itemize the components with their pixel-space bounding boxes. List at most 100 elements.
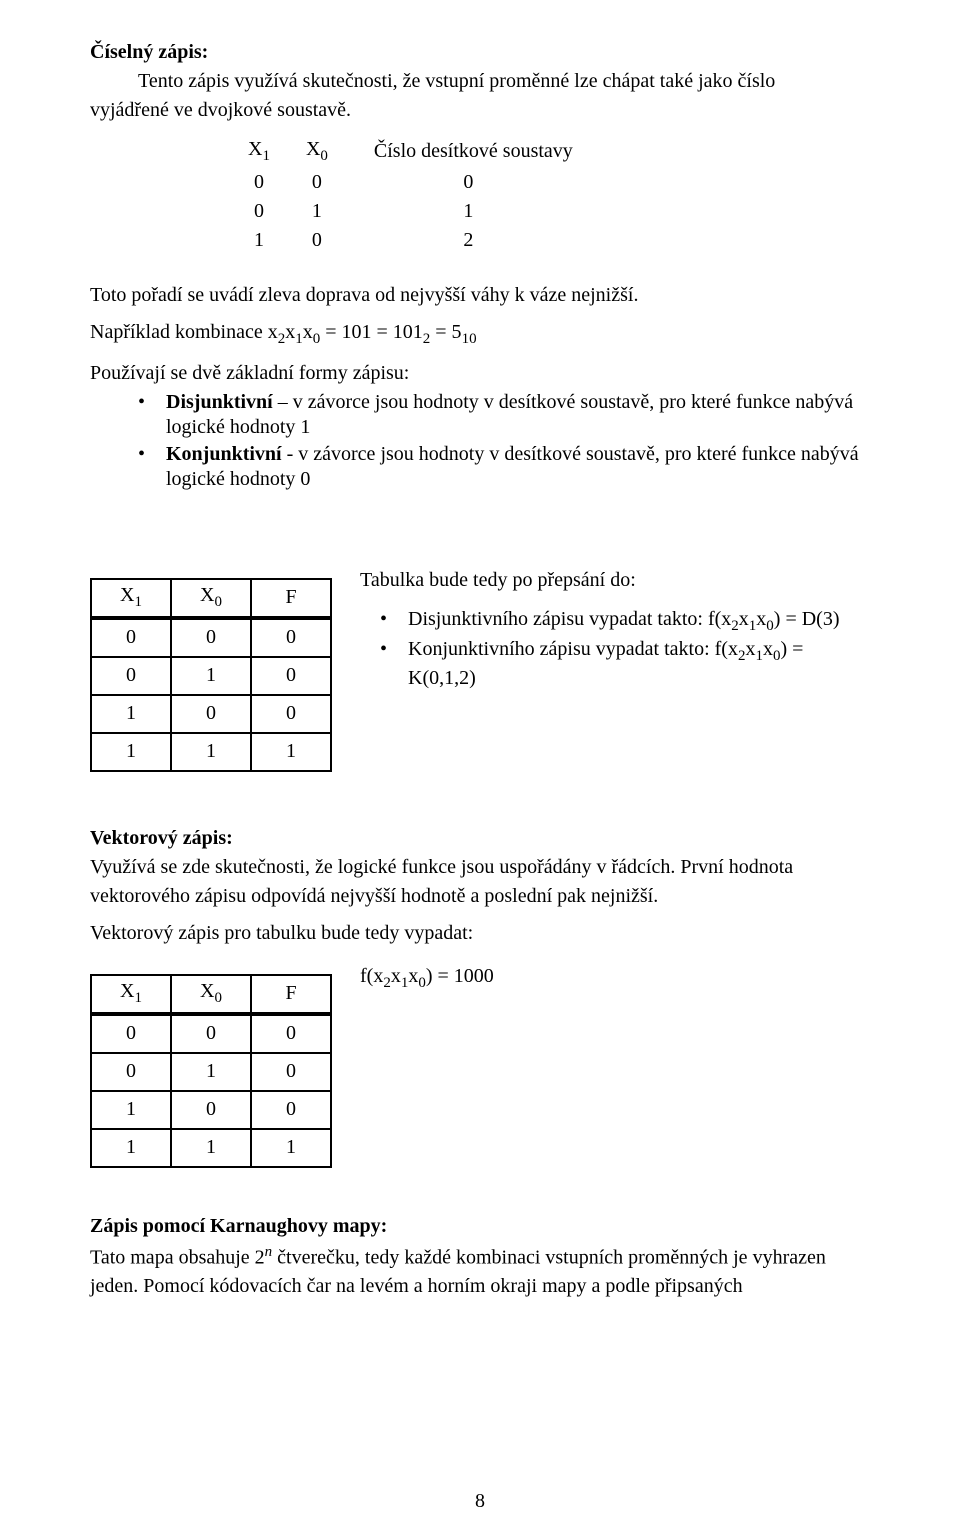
cell: 1 (91, 733, 171, 771)
section3-heading-text: Zápis pomocí Karnaughovy mapy: (90, 1215, 387, 1237)
section1-intro-line2: vyjádřené ve dvojkové soustavě. (90, 98, 870, 123)
example-sub1: 1 (295, 331, 303, 347)
truth1-right: Tabulka bude tedy po přepsání do: Disjun… (360, 568, 870, 694)
col-x1-base: X (248, 138, 262, 160)
table-row: 100 (91, 1091, 331, 1129)
cell: 1 (171, 1053, 251, 1091)
document-page: Číselný zápis: Tento zápis využívá skute… (0, 0, 960, 1538)
table-row: 1 0 2 (230, 226, 591, 255)
col-decimal: Číslo desítkové soustavy (346, 135, 591, 168)
table-row: 0 0 0 (230, 168, 591, 197)
list-item: Disjunktivní – v závorce jsou hodnoty v … (138, 390, 870, 440)
cell: 0 (171, 1014, 251, 1053)
cell: 0 (251, 1014, 331, 1053)
s3-line1-a: Tato mapa obsahuje (90, 1246, 255, 1268)
cell: 2 (346, 226, 591, 255)
th: F (251, 975, 331, 1014)
after-table-text: Toto pořadí se uvádí zleva doprava od ne… (90, 283, 870, 308)
cell: 0 (91, 1053, 171, 1091)
cell: 0 (230, 197, 288, 226)
cell: 0 (251, 618, 331, 657)
col-x1-sub: 1 (262, 148, 270, 164)
cell: 0 (230, 168, 288, 197)
truth1-right-heading: Tabulka bude tedy po přepsání do: (360, 568, 870, 593)
list-item: Konjunktivní - v závorce jsou hodnoty v … (138, 442, 870, 492)
cell: 1 (171, 733, 251, 771)
truth-table-2: X1 X0 F 000 010 100 111 (90, 974, 332, 1168)
example-prefix: Například kombinace x (90, 321, 278, 343)
cell: 1 (251, 1129, 331, 1167)
cell: 0 (288, 226, 346, 255)
example-base10: 10 (462, 331, 477, 347)
table-row: 111 (91, 733, 331, 771)
section3-line1: Tato mapa obsahuje 2n čtverečku, tedy ka… (90, 1243, 870, 1271)
cell: 0 (171, 695, 251, 733)
truth1-block: X1 X0 F 000 010 100 111 Tabulka bude ted… (90, 568, 870, 782)
th: X0 (171, 579, 251, 618)
cell: 1 (171, 1129, 251, 1167)
cell: 0 (91, 618, 171, 657)
cell: 0 (251, 1053, 331, 1091)
bullet1-bold: Disjunktivní (166, 391, 273, 413)
section2-line1: Využívá se zde skutečnosti, že logické f… (90, 855, 870, 880)
section2-heading-text: Vektorový zápis: (90, 827, 233, 849)
cell: 1 (91, 695, 171, 733)
cell: 1 (346, 197, 591, 226)
section3-heading: Zápis pomocí Karnaughovy mapy: (90, 1214, 870, 1239)
bullet2-bold: Konjunktivní (166, 443, 282, 465)
cell: 0 (251, 1091, 331, 1129)
forms-list: Disjunktivní – v závorce jsou hodnoty v … (138, 390, 870, 492)
table-row: 111 (91, 1129, 331, 1167)
cell: 0 (251, 657, 331, 695)
example-x0: x (303, 321, 313, 343)
cell: 0 (91, 657, 171, 695)
cell: 0 (91, 1014, 171, 1053)
section2-heading: Vektorový zápis: (90, 826, 870, 851)
section2-line3: Vektorový zápis pro tabulku bude tedy vy… (90, 921, 870, 946)
list-item: Disjunktivního zápisu vypadat takto: f(x… (380, 607, 870, 636)
example-line: Například kombinace x2x1x0 = 101 = 1012 … (90, 320, 870, 349)
forms-intro: Používají se dvě základní formy zápisu: (90, 361, 870, 386)
cell: 0 (171, 618, 251, 657)
list-item: Konjunktivního zápisu vypadat takto: f(x… (380, 637, 870, 691)
cell: 0 (171, 1091, 251, 1129)
cell: 1 (230, 226, 288, 255)
truth1-b2-text: Konjunktivního zápisu vypadat takto: f(x… (408, 638, 803, 689)
decimal-table: X1 X0 Číslo desítkové soustavy 0 0 0 0 1… (230, 135, 591, 255)
table-row: X1 X0 F (91, 579, 331, 618)
section1-heading: Číselný zápis: (90, 40, 870, 65)
cell: 0 (251, 695, 331, 733)
col-x0-sub: 0 (320, 148, 328, 164)
th: X0 (171, 975, 251, 1014)
truth2-block: X1 X0 F 000 010 100 111 f(x2x1x0) = 1000 (90, 964, 870, 1178)
cell: 1 (288, 197, 346, 226)
th: X1 (91, 975, 171, 1014)
example-x1: x (285, 321, 295, 343)
section3-line2: jeden. Pomocí kódovacích čar na levém a … (90, 1274, 870, 1299)
truth2-right-text: f(x2x1x0) = 1000 (360, 964, 870, 993)
page-number: 8 (0, 1489, 960, 1514)
truth1-b1-text: Disjunktivního zápisu vypadat takto: f(x… (408, 608, 839, 630)
col-x0-base: X (306, 138, 320, 160)
section1-heading-text: Číselný zápis: (90, 41, 208, 63)
th: X1 (91, 579, 171, 618)
table-row: 100 (91, 695, 331, 733)
cell: 0 (288, 168, 346, 197)
table-row: 000 (91, 618, 331, 657)
col-x0: X0 (288, 135, 346, 168)
table-row: 0 1 1 (230, 197, 591, 226)
cell: 1 (251, 733, 331, 771)
th: F (251, 579, 331, 618)
s3-exp-base: 2 (255, 1246, 265, 1268)
table-row: 010 (91, 657, 331, 695)
example-eq1: = 101 = 101 (320, 321, 423, 343)
cell: 0 (346, 168, 591, 197)
truth-table-1: X1 X0 F 000 010 100 111 (90, 578, 332, 772)
section2-line2: vektorového zápisu odpovídá nejvyšší hod… (90, 884, 870, 909)
table-row: 010 (91, 1053, 331, 1091)
cell: 1 (91, 1129, 171, 1167)
cell: 1 (171, 657, 251, 695)
table-row: X1 X0 F (91, 975, 331, 1014)
cell: 1 (91, 1091, 171, 1129)
truth1-bullets: Disjunktivního zápisu vypadat takto: f(x… (380, 607, 870, 692)
